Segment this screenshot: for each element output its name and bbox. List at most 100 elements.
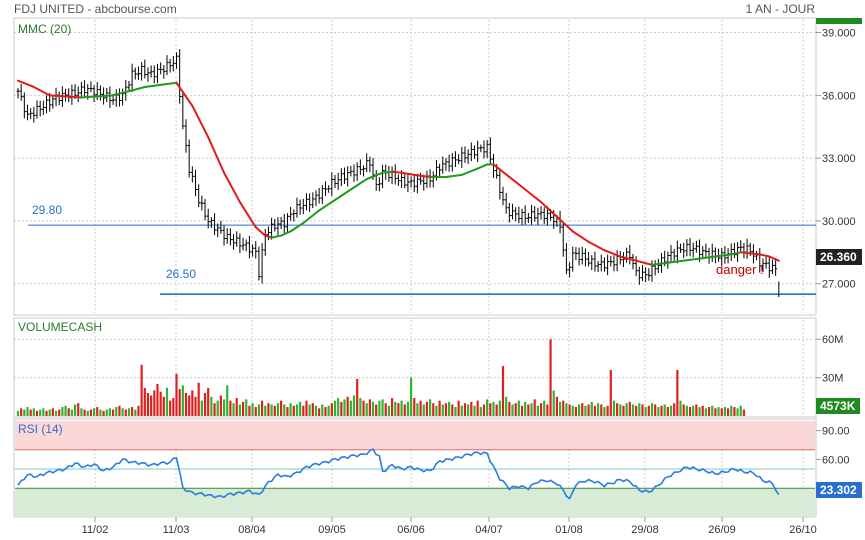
volume-bar — [574, 407, 578, 416]
volume-bar — [302, 405, 305, 416]
sma-segment — [698, 255, 717, 260]
volume-bar — [337, 398, 340, 416]
volume-bar — [676, 369, 679, 416]
volume-bar — [419, 400, 422, 416]
volume-bar — [349, 400, 352, 416]
volume-bar — [20, 408, 23, 416]
volume-bar — [181, 385, 184, 416]
volume-bar — [622, 405, 625, 416]
volume-bar — [156, 384, 159, 416]
volume-bar — [280, 400, 283, 416]
sma-segment — [571, 230, 590, 243]
volume-bar — [635, 405, 638, 416]
volume-bar — [112, 409, 115, 416]
volume-bar — [597, 403, 600, 416]
volume-tick-label: 60M — [822, 334, 843, 346]
sma-segment — [603, 249, 622, 258]
volume-bar — [673, 403, 676, 416]
volume-bar — [102, 410, 105, 416]
volume-bar — [387, 405, 390, 416]
sma-segment — [651, 261, 669, 266]
volume-bar — [714, 408, 717, 416]
sma-segment — [238, 201, 257, 229]
sma-segment — [476, 163, 489, 170]
volume-bar — [625, 403, 628, 416]
sma-segment — [270, 234, 283, 239]
rsi-path — [17, 448, 780, 500]
volume-bar — [498, 400, 501, 416]
volume-bar — [524, 401, 527, 416]
volume-bar — [165, 387, 169, 416]
volume-bar — [397, 403, 400, 416]
volume-bar — [400, 400, 403, 416]
sma-segment — [739, 251, 752, 255]
volume-bar — [482, 404, 486, 416]
volume-bar — [92, 408, 96, 416]
volume-bar — [520, 405, 524, 416]
volume-bar — [470, 401, 473, 416]
volume-bar — [581, 403, 584, 416]
last-volume-badge — [816, 398, 860, 414]
volume-bar — [318, 408, 321, 416]
volume-bar — [89, 409, 93, 416]
rsi-tick-label: 60.00 — [822, 454, 850, 466]
volume-bar — [283, 404, 286, 416]
volume-bar — [701, 405, 704, 416]
volume-bar — [140, 364, 143, 416]
volume-bar — [660, 405, 663, 416]
volume-bar — [330, 403, 333, 416]
sma-segment — [254, 226, 267, 237]
volume-bar — [73, 404, 77, 416]
sma-segment — [318, 198, 336, 212]
volume-bar — [289, 403, 292, 416]
volume-bar — [48, 409, 51, 416]
price-panel-title: MMC (20) — [18, 22, 71, 36]
volume-bar — [511, 404, 514, 416]
volume-bar — [492, 401, 495, 416]
price-tick-label: 36.000 — [822, 90, 856, 102]
volume-bar — [723, 407, 727, 416]
sma-segment — [555, 215, 574, 233]
volume-bar — [432, 403, 435, 416]
volume-bar — [739, 405, 742, 416]
volume-bar — [695, 404, 698, 416]
volume-bar — [197, 382, 200, 416]
volume-bar — [647, 405, 650, 416]
volume-bar — [159, 391, 162, 416]
sma-segment — [587, 240, 606, 252]
sma-segment — [96, 94, 115, 98]
volume-bar — [359, 398, 362, 416]
volume-bar — [682, 404, 685, 416]
volume-bar — [39, 409, 42, 416]
volume-bar — [219, 395, 222, 416]
volume-bar — [70, 409, 73, 416]
volume-bar — [311, 403, 314, 416]
volume-bar — [568, 404, 571, 416]
volume-bar — [124, 409, 127, 416]
volume-bar — [571, 405, 574, 416]
volume-bar — [172, 398, 175, 416]
x-tick-label: 29/08 — [631, 524, 659, 536]
volume-bar — [191, 390, 194, 416]
volume-bar — [663, 404, 666, 416]
last-price-value: 26.360 — [820, 250, 857, 264]
sma-segment — [524, 188, 543, 204]
volume-bar — [486, 399, 489, 416]
volume-bars — [16, 339, 746, 416]
x-tick-label: 11/03 — [163, 524, 190, 536]
volume-bar — [340, 401, 343, 416]
volume-bar — [530, 403, 533, 416]
volume-bar — [333, 400, 337, 416]
price-tick-label: 30.000 — [822, 216, 856, 228]
volume-bar — [720, 408, 723, 416]
sma-segment — [64, 95, 83, 99]
volume-bar — [587, 404, 590, 416]
volume-bar — [457, 400, 460, 416]
grid-layer — [14, 20, 816, 516]
volume-bar — [137, 405, 140, 416]
volume-bar — [533, 399, 536, 416]
volume-bar — [270, 404, 273, 416]
volume-bar — [733, 407, 736, 416]
volume-bar — [378, 400, 381, 416]
volume-bar — [35, 410, 39, 416]
